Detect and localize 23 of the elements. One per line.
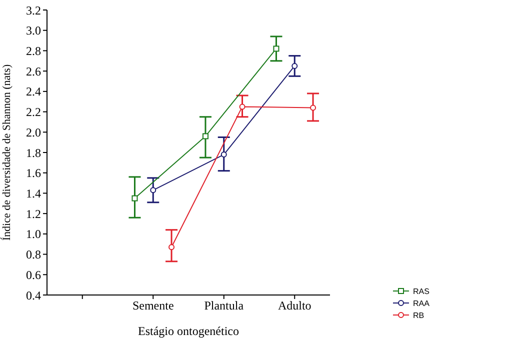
y-tick-label: 1.6: [26, 166, 41, 180]
y-tick-label: 1.4: [26, 186, 41, 200]
x-tick-label: Plantula: [204, 298, 244, 313]
x-tick-label: Adulto: [278, 298, 312, 313]
y-tick-label: 3.0: [26, 24, 41, 38]
legend-label: RAS: [413, 286, 430, 296]
y-tick-label: 0.6: [26, 268, 41, 282]
y-tick-label: 2.6: [26, 64, 41, 78]
legend-label: RAA: [413, 298, 430, 308]
x-axis-title: Estágio ontogenético: [138, 324, 239, 338]
y-axis-title: Índice de diversidade de Shannon (nats): [0, 64, 13, 241]
y-tick-label: 0.8: [26, 248, 41, 262]
y-tick-label: 1.8: [26, 146, 41, 160]
y-tick-label: 1.2: [26, 206, 41, 221]
y-tick-label: 1.0: [26, 227, 41, 242]
x-tick-label: Semente: [132, 298, 174, 313]
y-tick-label: 2.2: [26, 105, 41, 120]
y-tick-label: 2.4: [26, 84, 41, 99]
y-tick-label: 2.8: [26, 44, 41, 58]
y-tick-label: 0.4: [26, 288, 41, 302]
legend-label: RB: [413, 310, 424, 320]
y-tick-label: 3.2: [26, 3, 41, 18]
y-tick-label: 2.0: [26, 125, 41, 140]
